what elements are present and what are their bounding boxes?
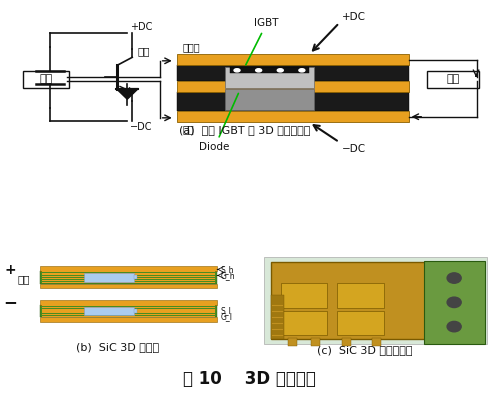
FancyBboxPatch shape	[40, 300, 217, 305]
Circle shape	[255, 69, 261, 72]
FancyBboxPatch shape	[427, 71, 479, 88]
FancyBboxPatch shape	[372, 338, 381, 346]
Text: 输出: 输出	[17, 274, 30, 284]
FancyBboxPatch shape	[287, 338, 297, 346]
FancyBboxPatch shape	[134, 275, 137, 279]
FancyBboxPatch shape	[271, 295, 284, 339]
FancyBboxPatch shape	[42, 311, 215, 313]
FancyBboxPatch shape	[225, 89, 314, 110]
FancyBboxPatch shape	[42, 280, 215, 281]
FancyBboxPatch shape	[134, 309, 137, 313]
FancyBboxPatch shape	[337, 311, 384, 335]
Text: (b)  SiC 3D 侧视图: (b) SiC 3D 侧视图	[76, 341, 159, 352]
FancyBboxPatch shape	[42, 275, 215, 277]
FancyBboxPatch shape	[42, 305, 215, 306]
FancyBboxPatch shape	[42, 307, 215, 308]
Polygon shape	[116, 89, 138, 99]
Text: S_h: S_h	[221, 265, 235, 274]
Text: +DC: +DC	[342, 11, 366, 22]
Text: (a)  用于 IGBT 的 3D 封装示意图: (a) 用于 IGBT 的 3D 封装示意图	[179, 125, 310, 135]
FancyBboxPatch shape	[280, 283, 327, 308]
FancyBboxPatch shape	[230, 67, 309, 73]
FancyBboxPatch shape	[424, 261, 485, 344]
Circle shape	[234, 69, 240, 72]
FancyBboxPatch shape	[40, 305, 217, 317]
Text: +DC: +DC	[130, 22, 152, 32]
FancyBboxPatch shape	[42, 278, 215, 279]
Text: G_l: G_l	[221, 312, 233, 321]
FancyBboxPatch shape	[84, 306, 134, 315]
FancyBboxPatch shape	[177, 65, 409, 81]
FancyBboxPatch shape	[280, 311, 327, 335]
Text: S_l: S_l	[221, 306, 232, 315]
FancyBboxPatch shape	[42, 273, 215, 275]
Text: −DC: −DC	[130, 122, 152, 132]
FancyBboxPatch shape	[337, 283, 384, 308]
FancyBboxPatch shape	[23, 71, 69, 88]
FancyBboxPatch shape	[177, 81, 409, 92]
Circle shape	[447, 322, 461, 332]
FancyBboxPatch shape	[42, 282, 215, 283]
FancyBboxPatch shape	[84, 273, 134, 282]
FancyBboxPatch shape	[40, 317, 217, 322]
FancyBboxPatch shape	[311, 338, 320, 346]
Circle shape	[447, 273, 461, 283]
Text: −DC: −DC	[342, 144, 366, 153]
Text: 驱动: 驱动	[39, 74, 53, 84]
FancyBboxPatch shape	[177, 92, 409, 111]
Text: 图 10    3D 封装技术: 图 10 3D 封装技术	[183, 370, 316, 388]
FancyBboxPatch shape	[341, 338, 351, 346]
Text: −: −	[3, 293, 17, 311]
FancyBboxPatch shape	[40, 266, 217, 271]
FancyBboxPatch shape	[40, 271, 217, 284]
Text: (c)  SiC 3D 封装实物图: (c) SiC 3D 封装实物图	[317, 345, 413, 355]
FancyBboxPatch shape	[225, 67, 314, 88]
FancyBboxPatch shape	[42, 309, 215, 310]
Text: IGBT: IGBT	[246, 18, 279, 65]
Text: 负载: 负载	[137, 46, 150, 56]
FancyBboxPatch shape	[177, 54, 409, 65]
FancyBboxPatch shape	[271, 262, 431, 339]
Circle shape	[299, 69, 305, 72]
Text: 栅极: 栅极	[182, 124, 194, 134]
FancyBboxPatch shape	[42, 316, 215, 317]
Text: G_h: G_h	[221, 271, 236, 280]
Text: 负载: 负载	[446, 74, 460, 84]
Text: 发射极: 发射极	[182, 42, 200, 52]
Text: +: +	[4, 263, 16, 277]
FancyBboxPatch shape	[177, 111, 409, 122]
FancyBboxPatch shape	[42, 314, 215, 315]
Circle shape	[447, 297, 461, 308]
FancyBboxPatch shape	[264, 257, 487, 344]
FancyBboxPatch shape	[40, 284, 217, 288]
FancyBboxPatch shape	[42, 271, 215, 273]
Text: Diode: Diode	[200, 93, 239, 152]
Circle shape	[277, 69, 283, 72]
